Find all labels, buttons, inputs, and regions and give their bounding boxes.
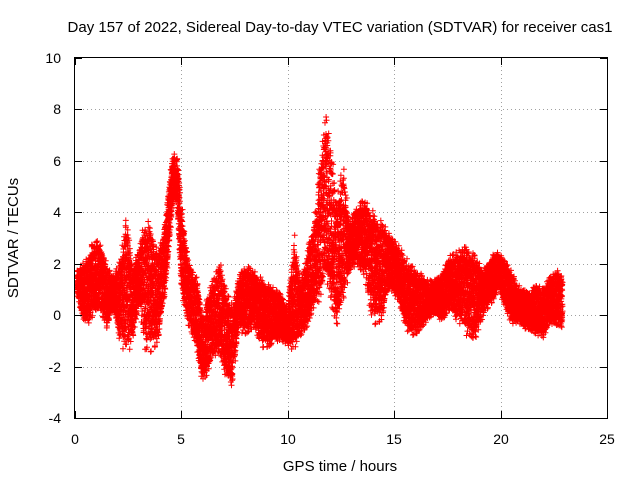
chart-container: 0510152025-4-20246810 Day 157 of 2022, S… <box>0 0 640 480</box>
chart-svg: 0510152025-4-20246810 Day 157 of 2022, S… <box>0 0 640 480</box>
